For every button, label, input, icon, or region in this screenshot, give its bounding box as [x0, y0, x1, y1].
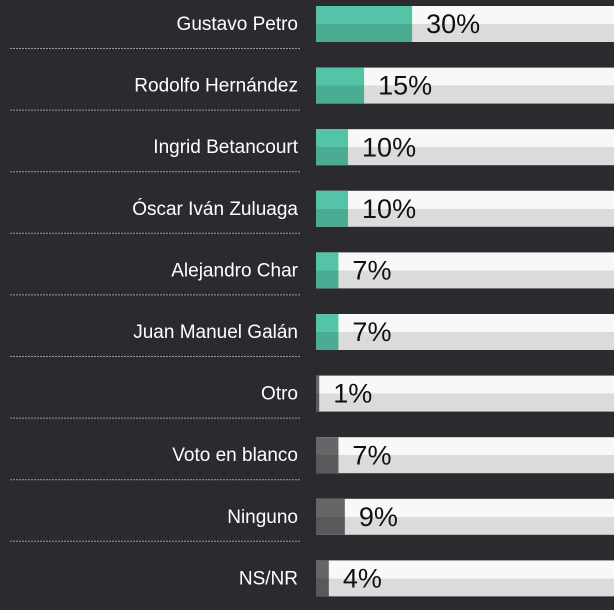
value-label: 7%	[352, 317, 391, 347]
bar-track	[316, 129, 614, 166]
bar-track	[316, 437, 614, 474]
bar	[316, 6, 413, 42]
bar-track	[316, 498, 614, 535]
bar-track	[316, 314, 614, 350]
bar	[316, 560, 329, 597]
bar-track	[316, 252, 614, 289]
category-label: Alejandro Char	[171, 260, 298, 281]
bar	[316, 67, 365, 104]
category-label: Rodolfo Hernández	[134, 76, 298, 97]
bar	[316, 375, 320, 412]
category-label: NS/NR	[239, 568, 298, 589]
bar	[316, 129, 349, 166]
bar	[316, 498, 345, 535]
category-label: Ingrid Betancourt	[153, 137, 298, 158]
value-label: 30%	[426, 9, 480, 39]
bar	[316, 190, 349, 227]
bar	[316, 314, 339, 350]
bar	[316, 252, 339, 289]
value-label: 10%	[362, 132, 416, 162]
category-label: Gustavo Petro	[177, 14, 298, 35]
value-label: 9%	[359, 502, 398, 532]
bar-track	[316, 375, 614, 412]
value-label: 7%	[352, 440, 391, 470]
value-label: 4%	[343, 564, 382, 594]
value-label: 7%	[352, 256, 391, 286]
bar-track	[316, 190, 614, 227]
value-label: 15%	[378, 71, 432, 101]
value-label: 1%	[333, 379, 372, 409]
category-label: Óscar Iván Zuluaga	[132, 198, 298, 220]
bar-track	[316, 67, 614, 104]
category-label: Ninguno	[227, 507, 298, 528]
bar	[316, 437, 339, 474]
category-label: Voto en blanco	[172, 445, 298, 466]
category-label: Otro	[261, 384, 298, 405]
bar-track	[316, 560, 614, 597]
category-label: Juan Manuel Galán	[133, 322, 298, 343]
value-label: 10%	[362, 194, 416, 224]
